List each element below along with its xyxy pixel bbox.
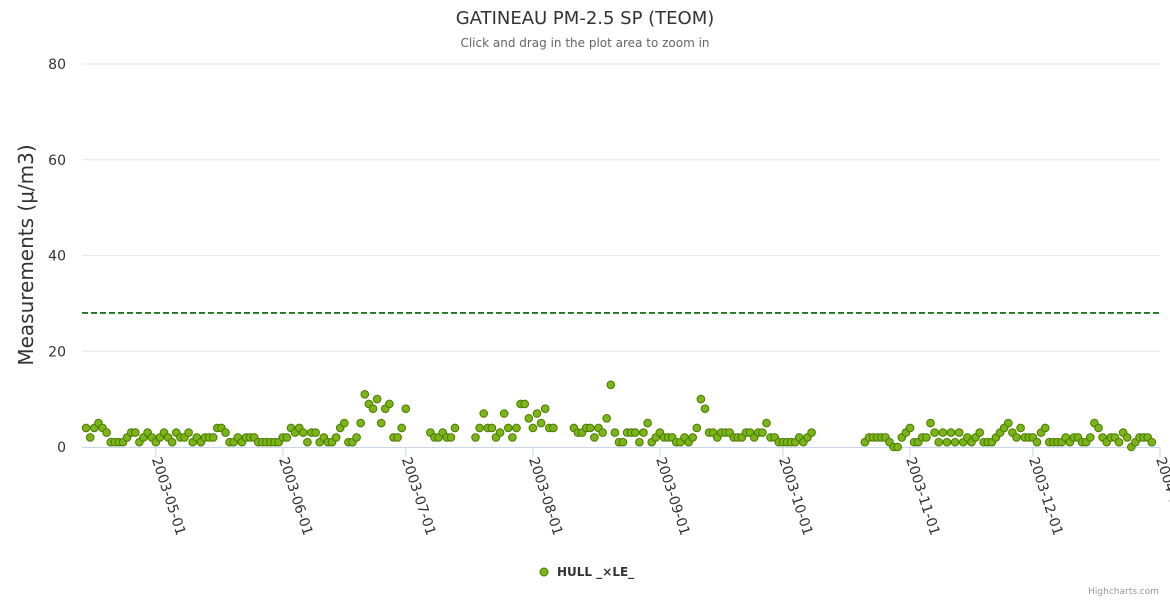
data-point[interactable] — [372, 394, 382, 404]
data-point[interactable] — [340, 418, 349, 428]
data-point[interactable] — [893, 442, 903, 452]
data-point[interactable] — [1016, 423, 1025, 433]
data-point[interactable] — [586, 423, 595, 433]
grid-lines — [82, 63, 1160, 352]
data-point[interactable] — [922, 433, 931, 442]
data-point[interactable] — [536, 418, 546, 428]
data-point[interactable] — [631, 428, 640, 437]
data-point[interactable] — [85, 433, 95, 442]
data-point[interactable] — [532, 409, 542, 418]
y-tick-label: 60 — [48, 153, 66, 169]
legend-item-label[interactable]: HULL _×LE_ — [557, 565, 634, 580]
legend-marker-icon — [539, 567, 549, 577]
data-point[interactable] — [479, 409, 489, 418]
data-point[interactable] — [975, 428, 985, 437]
data-point[interactable] — [397, 423, 407, 433]
y-tick-label: 0 — [57, 440, 66, 456]
data-point[interactable] — [528, 423, 538, 433]
data-point[interactable] — [635, 437, 644, 447]
data-point[interactable] — [700, 404, 710, 414]
data-point[interactable] — [1004, 418, 1013, 428]
data-point[interactable] — [131, 428, 140, 437]
chart-subtitle: Click and drag in the plot area to zoom … — [460, 36, 709, 50]
data-point[interactable] — [618, 437, 628, 447]
data-point[interactable] — [1122, 433, 1132, 442]
data-point[interactable] — [487, 423, 497, 433]
data-point[interactable] — [299, 428, 308, 437]
legend[interactable]: HULL _×LE_ — [539, 565, 634, 580]
data-point[interactable] — [540, 404, 550, 414]
data-point[interactable] — [385, 399, 394, 409]
data-point[interactable] — [926, 418, 935, 428]
data-point[interactable] — [495, 428, 505, 437]
data-point[interactable] — [688, 433, 698, 442]
data-point[interactable] — [934, 437, 944, 447]
data-point[interactable] — [102, 428, 111, 437]
data-point[interactable] — [643, 418, 652, 428]
data-point[interactable] — [167, 437, 177, 447]
data-point[interactable] — [208, 433, 218, 442]
data-point[interactable] — [692, 423, 702, 433]
data-point[interactable] — [393, 433, 402, 442]
data-point[interactable] — [1012, 433, 1021, 442]
data-point[interactable] — [446, 433, 456, 442]
data-point[interactable] — [938, 428, 948, 437]
data-point[interactable] — [606, 380, 616, 390]
data-point[interactable] — [524, 414, 534, 423]
data-point[interactable] — [696, 394, 706, 404]
data-point[interactable] — [1086, 433, 1095, 442]
data-point[interactable] — [376, 418, 386, 428]
data-point[interactable] — [1032, 437, 1042, 447]
data-point[interactable] — [475, 423, 484, 433]
data-point[interactable] — [942, 437, 952, 447]
data-point[interactable] — [311, 428, 320, 437]
data-point[interactable] — [331, 433, 341, 442]
data-point[interactable] — [520, 399, 530, 409]
data-point[interactable] — [549, 423, 558, 433]
data-point[interactable] — [352, 433, 361, 442]
data-point[interactable] — [303, 437, 312, 447]
data-point[interactable] — [282, 433, 292, 442]
data-point[interactable] — [602, 414, 612, 423]
data-point[interactable] — [1147, 437, 1157, 447]
data-point[interactable] — [954, 428, 964, 437]
data-point[interactable] — [499, 409, 509, 418]
data-point[interactable] — [81, 423, 91, 433]
chart-title: GATINEAU PM-2.5 SP (TEOM) — [456, 8, 715, 29]
y-tick-label: 40 — [48, 249, 66, 265]
y-tick-label: 80 — [48, 57, 66, 73]
data-point[interactable] — [221, 428, 230, 437]
data-point[interactable] — [401, 404, 411, 414]
data-point[interactable] — [450, 423, 460, 433]
data-point[interactable] — [512, 423, 521, 433]
data-point[interactable] — [950, 437, 960, 447]
data-point[interactable] — [504, 423, 513, 433]
data-point[interactable] — [807, 428, 816, 437]
data-point[interactable] — [471, 433, 480, 442]
data-point[interactable] — [356, 418, 366, 428]
data-point[interactable] — [590, 433, 599, 442]
data-point[interactable] — [905, 423, 915, 433]
data-point[interactable] — [1114, 437, 1124, 447]
data-point[interactable] — [360, 390, 370, 399]
data-point[interactable] — [368, 404, 378, 414]
data-point[interactable] — [762, 418, 771, 428]
data-points[interactable] — [81, 380, 1157, 452]
data-point[interactable] — [1094, 423, 1103, 433]
y-tick-label: 20 — [48, 344, 66, 360]
data-point[interactable] — [610, 428, 620, 437]
data-point[interactable] — [639, 428, 648, 437]
data-point[interactable] — [1040, 423, 1050, 433]
data-point[interactable] — [184, 428, 193, 437]
y-axis-label: Measurements (μ/m3) — [14, 144, 38, 365]
credits-link[interactable]: Highcharts.com — [1088, 587, 1159, 597]
y-axis-ticks: 0 20 40 60 80 — [48, 57, 66, 456]
data-point[interactable] — [946, 428, 956, 437]
data-point[interactable] — [508, 433, 517, 442]
data-point[interactable] — [930, 428, 939, 437]
data-point[interactable] — [758, 428, 767, 437]
data-point[interactable] — [598, 428, 607, 437]
